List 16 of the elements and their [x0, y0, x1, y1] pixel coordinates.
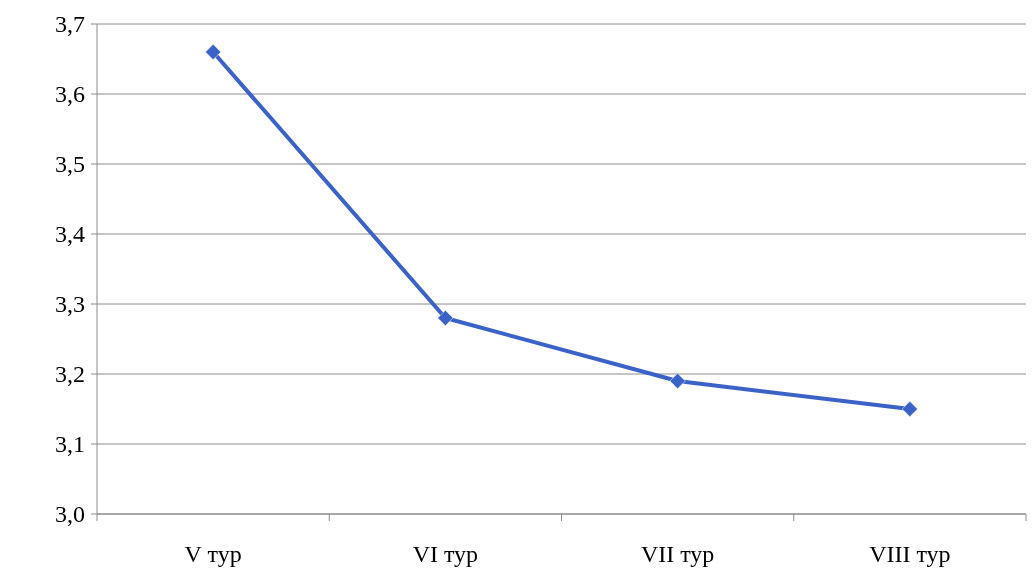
- x-tick-label: VI тур: [412, 541, 479, 567]
- point: [437, 310, 454, 326]
- y-tick-label: 3,4: [55, 221, 85, 248]
- point: [901, 401, 918, 417]
- point: [205, 44, 222, 60]
- y-tick-label: 3,6: [55, 81, 85, 108]
- y-tick-label: 3,1: [55, 431, 85, 458]
- x-tick-label: VIII тур: [869, 541, 951, 567]
- y-tick-label: 3,3: [55, 291, 85, 318]
- y-tick-label: 3,2: [55, 361, 85, 388]
- y-tick-label: 3,5: [55, 151, 85, 178]
- point: [669, 373, 686, 389]
- x-tick-label: V тур: [184, 541, 242, 567]
- x-tick-label: VII тур: [640, 541, 715, 567]
- y-tick-label: 3,0: [55, 501, 85, 528]
- y-tick-label: 3,7: [55, 11, 85, 38]
